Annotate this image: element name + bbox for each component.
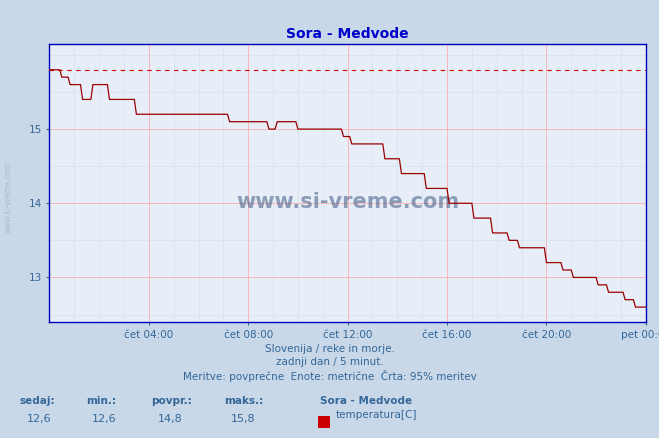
Text: www.si-vreme.com: www.si-vreme.com <box>3 161 13 233</box>
Text: temperatura[C]: temperatura[C] <box>336 410 418 420</box>
Text: min.:: min.: <box>86 396 116 406</box>
Text: 12,6: 12,6 <box>26 414 51 424</box>
Title: Sora - Medvode: Sora - Medvode <box>286 27 409 41</box>
Text: www.si-vreme.com: www.si-vreme.com <box>236 192 459 212</box>
Text: 12,6: 12,6 <box>92 414 117 424</box>
Text: Meritve: povprečne  Enote: metrične  Črta: 95% meritev: Meritve: povprečne Enote: metrične Črta:… <box>183 370 476 382</box>
Text: Slovenija / reke in morje.: Slovenija / reke in morje. <box>264 344 395 354</box>
Text: 15,8: 15,8 <box>231 414 255 424</box>
Text: zadnji dan / 5 minut.: zadnji dan / 5 minut. <box>275 357 384 367</box>
Text: povpr.:: povpr.: <box>152 396 192 406</box>
Text: Sora - Medvode: Sora - Medvode <box>320 396 412 406</box>
Text: 14,8: 14,8 <box>158 414 183 424</box>
Text: maks.:: maks.: <box>224 396 264 406</box>
Text: sedaj:: sedaj: <box>20 396 55 406</box>
